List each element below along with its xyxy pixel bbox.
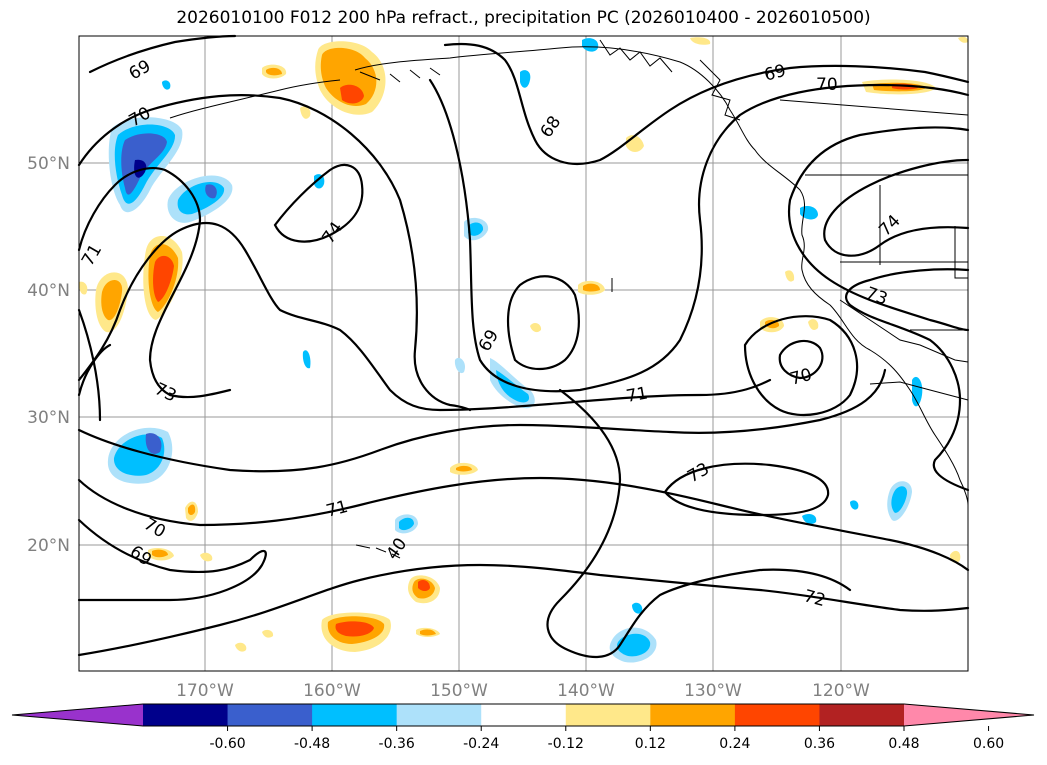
- contour-label: 70: [816, 75, 838, 95]
- lat-label: 20°N: [27, 536, 70, 556]
- colorbar-segment: [565, 704, 651, 726]
- map-title: 2026010100 F012 200 hPa refract., precip…: [176, 8, 871, 28]
- lat-label: 50°N: [27, 154, 70, 174]
- lon-label: 170°W: [176, 681, 234, 701]
- latitude-labels: 50°N 40°N 30°N 20°N: [27, 154, 70, 556]
- colorbar-segment: [650, 704, 736, 726]
- colorbar-tick-label: 0.60: [973, 736, 1004, 752]
- lon-label: 150°W: [430, 681, 488, 701]
- contour-label: 71: [625, 383, 650, 406]
- precip-blob-positive: [143, 236, 183, 320]
- precip-blob-positive: [315, 41, 386, 115]
- lat-label: 30°N: [27, 408, 70, 428]
- colorbar-tick-label: -0.36: [379, 736, 415, 752]
- lon-label: 120°W: [812, 681, 870, 701]
- precip-blob-negative: [609, 627, 657, 663]
- colorbar-outline: [11, 703, 1035, 727]
- lon-label: 130°W: [684, 681, 742, 701]
- colorbar-tick-label: 0.48: [888, 736, 919, 752]
- colorbar-tick-label: -0.60: [209, 736, 245, 752]
- colorbar-tick-label: -0.24: [463, 736, 499, 752]
- precip-fields: [79, 36, 968, 663]
- plot-background: [79, 36, 968, 671]
- colorbar-segment: [143, 704, 229, 726]
- precip-blob-negative: [490, 358, 535, 409]
- refractivity-contours: [77, 34, 970, 658]
- colorbar-segment: [481, 704, 567, 726]
- colorbar-tick-label: -0.12: [548, 736, 584, 752]
- colorbar-segment: [396, 704, 482, 726]
- colorbar-extend-min: [12, 704, 143, 726]
- colorbar-segment: [312, 704, 398, 726]
- precip-blob-positive: [408, 575, 440, 604]
- colorbar-segment: [227, 704, 313, 726]
- precip-blob-positive: [95, 272, 128, 333]
- plot-frame: [78, 35, 969, 672]
- colorbar-tick-label: 0.24: [719, 736, 750, 752]
- precip-blob-negative: [887, 481, 912, 521]
- colorbar-ticks: -0.60 -0.48 -0.36 -0.24 -0.12 0.12 0.24 0.36 0.4…: [209, 726, 1004, 752]
- longitude-labels: 170°W 160°W 150°W 140°W 130°W 120°W: [176, 681, 870, 701]
- precip-blob-negative: [167, 175, 233, 223]
- colorbar-segment: [734, 704, 820, 726]
- colorbar-extend-max: [904, 704, 1034, 726]
- lon-label: 160°W: [303, 681, 361, 701]
- colorbar-tick-label: 0.12: [635, 736, 666, 752]
- colorbar-tick-label: 0.36: [804, 736, 835, 752]
- colorbar: [11, 703, 1035, 727]
- precip-blob-negative: [108, 117, 183, 213]
- coastlines: [169, 39, 969, 559]
- colorbar-segment: [819, 704, 905, 726]
- precip-blob-positive: [321, 612, 391, 652]
- colorbar-tick-label: -0.48: [294, 736, 330, 752]
- lat-label: 40°N: [27, 281, 70, 301]
- lon-label: 140°W: [557, 681, 615, 701]
- precip-blob-negative: [107, 427, 173, 484]
